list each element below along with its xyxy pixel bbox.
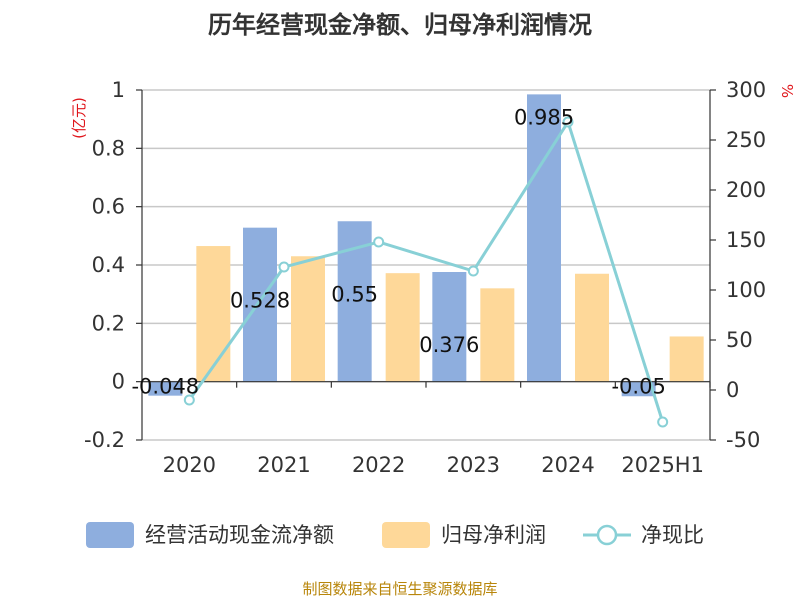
cashflow-data-label: 0.376 <box>419 333 479 357</box>
bar-cashflow <box>243 227 277 382</box>
bar-netprofit <box>196 246 231 382</box>
cashflow-data-label: -0.048 <box>131 375 199 399</box>
right-tick-label: -50 <box>726 428 760 452</box>
ratio-point <box>373 236 385 248</box>
ratio-point <box>467 265 479 277</box>
legend-item-cashflow[interactable]: 经营活动现金流净额 <box>86 522 334 548</box>
bar-cashflow <box>432 272 467 382</box>
bar-netprofit <box>291 256 325 382</box>
right-axis-unit: % <box>778 84 796 98</box>
left-tick-label: -0.2 <box>84 428 125 452</box>
x-tick-label: 2024 <box>541 453 594 477</box>
legend-item-netprofit[interactable]: 归母净利润 <box>382 522 546 548</box>
cashflow-data-label: 0.528 <box>230 289 290 313</box>
x-tick-label: 2021 <box>257 453 310 477</box>
ratio-point <box>278 261 290 273</box>
ratio-polyline <box>188 118 665 423</box>
x-tick-label: 2022 <box>352 453 405 477</box>
left-tick-label: 0.8 <box>92 136 125 160</box>
left-tick-label: 0.6 <box>92 195 125 219</box>
right-tick-label: 100 <box>726 278 766 302</box>
legend: 经营活动现金流净额 归母净利润 净现比 <box>86 522 704 548</box>
bar-netprofit <box>669 336 704 382</box>
bars <box>148 94 704 397</box>
bar-netprofit <box>385 273 420 382</box>
x-tick-label: 2023 <box>447 453 500 477</box>
right-tick-label: 50 <box>726 328 753 352</box>
bar-cashflow <box>527 94 561 382</box>
right-tick-label: 150 <box>726 228 766 252</box>
bar-cashflow <box>621 381 656 397</box>
ratio-point <box>562 116 574 128</box>
left-axis-unit: (亿元) <box>70 97 88 139</box>
ratio-line <box>183 116 669 428</box>
legend-marker-ratio <box>596 524 618 546</box>
right-tick-label: 300 <box>726 78 766 102</box>
legend-label-cashflow: 经营活动现金流净额 <box>145 523 334 547</box>
legend-item-ratio[interactable]: 净现比 <box>583 523 704 547</box>
right-tick-label: 0 <box>726 378 739 402</box>
legend-swatch-cashflow <box>86 522 134 548</box>
left-tick-label: 1 <box>112 78 125 102</box>
source-note: 制图数据来自恒生聚源数据库 <box>302 580 497 598</box>
legend-label-ratio: 净现比 <box>641 523 704 547</box>
bar-netprofit <box>480 288 515 382</box>
x-tick-label: 2025H1 <box>621 453 704 477</box>
data-labels: -0.048 0.528 0.55 0.376 0.985 -0.05 <box>131 105 665 398</box>
cashflow-data-label: 0.985 <box>514 105 574 129</box>
legend-swatch-netprofit <box>382 522 430 548</box>
bar-cashflow <box>148 381 183 396</box>
cashflow-data-label: -0.05 <box>611 375 665 399</box>
x-tick-label: 2020 <box>163 453 216 477</box>
chart-title: 历年经营现金净额、归母净利润情况 <box>208 11 592 39</box>
right-tick-label: 250 <box>726 128 766 152</box>
bar-netprofit <box>575 273 609 382</box>
left-tick-label: 0.4 <box>92 253 125 277</box>
tick-labels: 1 0.8 0.6 0.4 0.2 0 -0.2 300 250 200 150 100 50 0 -50 2… <box>84 78 766 477</box>
cashflow-data-label: 0.55 <box>331 282 378 306</box>
ratio-point <box>183 394 195 406</box>
axes <box>136 89 716 441</box>
left-tick-label: 0 <box>112 370 125 394</box>
legend-label-netprofit: 归母净利润 <box>441 523 546 547</box>
right-tick-label: 200 <box>726 178 766 202</box>
ratio-point <box>657 416 669 428</box>
left-tick-label: 0.2 <box>92 311 125 335</box>
